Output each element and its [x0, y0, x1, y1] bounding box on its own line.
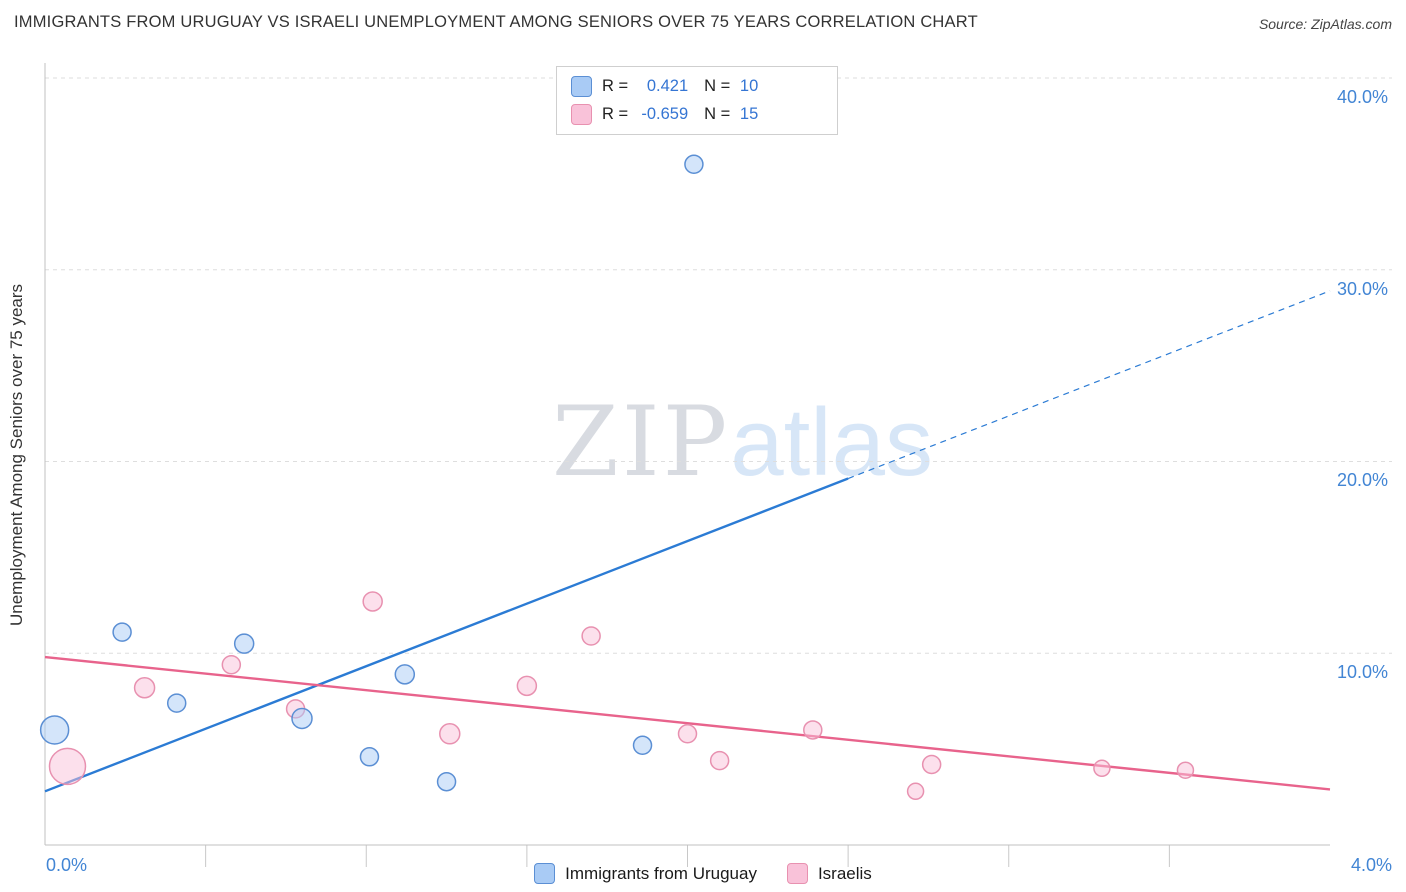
point-israelis[interactable]: [921, 754, 942, 775]
watermark-atlas: atlas: [730, 389, 933, 496]
point-israelis[interactable]: [133, 677, 156, 699]
trend-line-dashed: [847, 290, 1331, 480]
legend-item-israelis[interactable]: Israelis: [786, 863, 872, 884]
point-immigrants-from-uruguay[interactable]: [166, 693, 187, 713]
source-attribution: Source: ZipAtlas.com: [1258, 16, 1392, 32]
israelis-swatch-icon: [786, 863, 808, 884]
point-israelis[interactable]: [677, 724, 698, 744]
trend-line-solid: [44, 477, 849, 793]
r-label: R =: [602, 77, 629, 95]
legend-row-uruguay: R = 0.421 N = 10: [571, 76, 823, 97]
point-israelis[interactable]: [48, 747, 87, 786]
r-value: 0.421: [646, 77, 689, 95]
point-immigrants-from-uruguay[interactable]: [632, 735, 653, 756]
legend-row-israelis: R = -0.659 N = 15: [571, 104, 823, 125]
legend-item-uruguay[interactable]: Immigrants from Uruguay: [534, 863, 757, 884]
scatter-points: [39, 154, 1195, 801]
x-tick-label-min: 0.0%: [46, 855, 87, 875]
point-israelis[interactable]: [439, 723, 461, 745]
point-israelis[interactable]: [709, 750, 730, 771]
point-israelis[interactable]: [516, 675, 538, 697]
n-label: N =: [704, 105, 731, 123]
n-value: 10: [739, 77, 759, 95]
y-tick-label-30: 30.0%: [1337, 279, 1388, 299]
point-israelis[interactable]: [362, 591, 383, 612]
point-immigrants-from-uruguay[interactable]: [394, 664, 416, 685]
gridlines: [45, 77, 1392, 654]
point-immigrants-from-uruguay[interactable]: [39, 715, 70, 745]
legend-label-israelis: Israelis: [817, 863, 872, 883]
series-legend: Immigrants from Uruguay Israelis: [0, 863, 1406, 884]
r-value: -0.659: [641, 105, 689, 123]
point-immigrants-from-uruguay[interactable]: [291, 707, 313, 730]
trend-lines: [44, 290, 1331, 793]
correlation-legend: R = 0.421 N = 10 R = -0.659 N = 15: [556, 66, 838, 135]
point-israelis[interactable]: [581, 626, 601, 646]
point-israelis[interactable]: [221, 655, 242, 675]
point-immigrants-from-uruguay[interactable]: [436, 771, 457, 792]
point-israelis[interactable]: [803, 720, 823, 740]
point-immigrants-from-uruguay[interactable]: [233, 633, 255, 654]
x-tick-label-max: 4.0%: [1351, 855, 1392, 875]
y-tick-label-40: 40.0%: [1337, 87, 1388, 107]
y-tick-label-10: 10.0%: [1337, 662, 1388, 682]
uruguay-swatch-icon: [571, 76, 592, 97]
point-immigrants-from-uruguay[interactable]: [359, 747, 380, 767]
n-label: N =: [704, 77, 731, 95]
x-axis-tick-marks: [205, 845, 1170, 867]
point-israelis[interactable]: [1176, 761, 1195, 779]
trend-line: [44, 655, 1331, 791]
point-israelis[interactable]: [1093, 759, 1111, 778]
point-immigrants-from-uruguay[interactable]: [684, 154, 704, 175]
r-label: R =: [602, 105, 629, 123]
y-tick-label-20: 20.0%: [1337, 470, 1388, 490]
watermark-zip: ZIP: [552, 386, 731, 498]
uruguay-swatch-icon: [534, 863, 556, 884]
y-axis-title: Unemployment Among Seniors over 75 years: [7, 284, 26, 626]
n-value: 15: [739, 105, 759, 123]
legend-label-uruguay: Immigrants from Uruguay: [565, 863, 757, 883]
point-israelis[interactable]: [906, 782, 925, 801]
watermark: ZIPatlas: [552, 394, 933, 491]
israelis-swatch-icon: [571, 104, 592, 125]
point-immigrants-from-uruguay[interactable]: [112, 622, 132, 642]
page-title: IMMIGRANTS FROM URUGUAY VS ISRAELI UNEMP…: [14, 13, 978, 31]
